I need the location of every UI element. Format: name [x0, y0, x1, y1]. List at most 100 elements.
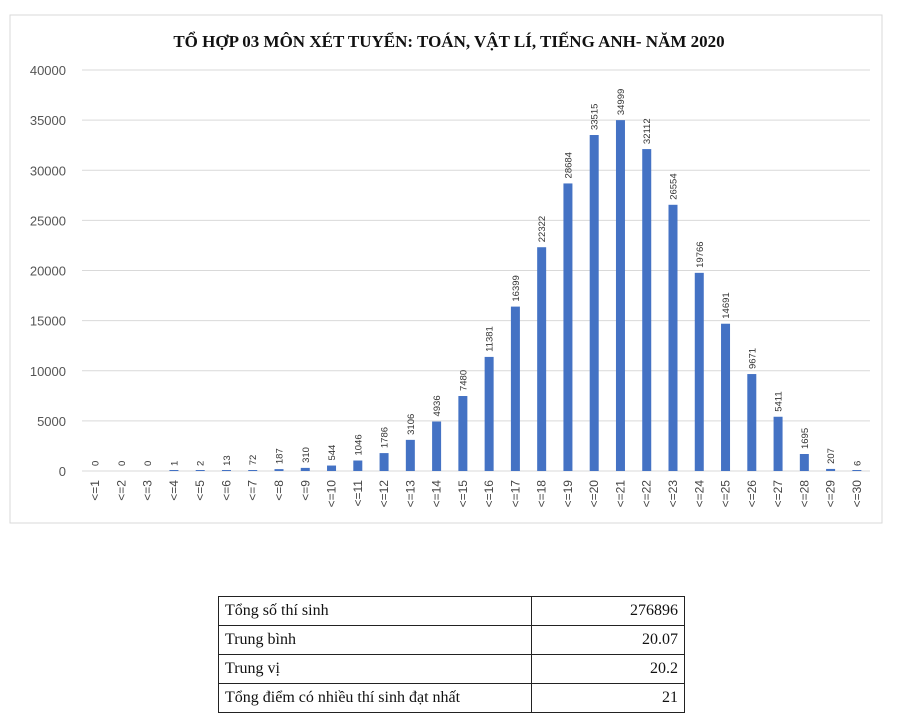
stat-value: 21 [531, 683, 685, 713]
bar [458, 396, 468, 471]
data-label: 28684 [563, 152, 574, 178]
table-row: Trung vị 20.2 [218, 654, 685, 684]
x-tick-label: <=26 [745, 480, 759, 508]
bar [169, 470, 179, 471]
bar [799, 454, 809, 471]
y-tick-label: 0 [59, 464, 66, 479]
data-label: 2 [196, 461, 207, 466]
y-tick-label: 20000 [30, 264, 66, 279]
bar [747, 374, 757, 471]
x-tick-label: <=30 [850, 480, 864, 508]
bar [694, 272, 704, 471]
x-tick-label: <=11 [351, 480, 365, 507]
y-tick-label: 15000 [30, 314, 66, 329]
bar [300, 467, 310, 471]
data-label: 1046 [353, 434, 364, 455]
data-label: 7480 [458, 370, 469, 391]
data-label: 6 [852, 461, 863, 466]
y-tick-label: 40000 [30, 63, 66, 78]
chart-title: TỔ HỢP 03 MÔN XÉT TUYỂN: TOÁN, VẬT LÍ, T… [173, 31, 724, 51]
bar [615, 120, 625, 472]
data-label: 544 [327, 445, 338, 461]
data-label: 1786 [380, 427, 391, 448]
data-label: 72 [248, 455, 259, 466]
gridlines [82, 69, 870, 472]
data-label: 0 [91, 461, 102, 466]
bar [221, 470, 231, 471]
x-tick-label: <=14 [430, 480, 444, 508]
data-label: 22322 [537, 216, 548, 242]
stat-value: 20.07 [531, 625, 685, 655]
y-tick-label: 25000 [30, 213, 66, 228]
stats-table: Tổng số thí sinh 276896 Trung bình 20.07… [218, 596, 685, 713]
chart-frame [9, 14, 883, 524]
x-tick-label: <=17 [508, 480, 522, 508]
data-label: 33515 [590, 104, 601, 130]
data-label: 1695 [800, 428, 811, 449]
bar [248, 470, 258, 471]
bar [195, 470, 205, 471]
data-label: 1 [169, 461, 180, 466]
data-label: 13 [222, 455, 233, 466]
table-row: Trung bình 20.07 [218, 625, 685, 655]
bar-chart: TỔ HỢP 03 MÔN XÉT TUYỂN: TOÁN, VẬT LÍ, T… [9, 14, 883, 524]
data-label: 9671 [747, 348, 758, 369]
data-label: 3106 [406, 414, 417, 435]
x-tick-label: <=18 [535, 480, 549, 508]
x-tick-label: <=5 [193, 480, 207, 501]
data-labels: 0 0 0 1 2 13 72 187 310 544 1046 1786 3106 4936 7480 11… [91, 89, 864, 466]
data-label: 207 [826, 448, 837, 464]
x-tick-label: <=12 [377, 480, 391, 508]
data-label: 310 [301, 447, 312, 463]
x-tick-label: <=22 [640, 480, 654, 508]
table-row: Tổng số thí sinh 276896 [218, 596, 685, 626]
bar [432, 421, 442, 471]
x-tick-label: <=27 [771, 480, 785, 508]
y-tick-label: 35000 [30, 113, 66, 128]
bar [405, 439, 415, 471]
table-row: Tổng điểm có nhiều thí sinh đạt nhất 21 [218, 683, 685, 713]
bar [773, 416, 783, 471]
x-tick-label: <=13 [403, 480, 417, 508]
x-tick-label: <=7 [246, 480, 260, 501]
data-label: 5411 [774, 391, 785, 411]
bar [721, 323, 731, 471]
bar [537, 247, 547, 471]
x-axis-ticks: <=1 <=2 <=3 <=4 <=5 <=6 <=7 <=8 <=9 <=10 <=11 <=12 <… [88, 480, 864, 508]
x-tick-label: <=23 [666, 480, 680, 508]
bar [484, 356, 494, 471]
bar [826, 468, 836, 471]
y-tick-label: 10000 [30, 364, 66, 379]
bar [327, 465, 337, 471]
data-label: 19766 [695, 241, 706, 267]
x-tick-label: <=25 [719, 480, 733, 508]
bar [668, 204, 678, 471]
x-tick-label: <=10 [325, 480, 339, 508]
x-tick-label: <=16 [482, 480, 496, 508]
bar [353, 460, 363, 471]
data-label: 32112 [642, 118, 653, 144]
x-tick-label: <=8 [272, 480, 286, 501]
data-label: 16399 [511, 275, 522, 301]
stat-value: 20.2 [531, 654, 685, 684]
data-label: 11381 [485, 326, 496, 352]
data-label: 0 [117, 461, 128, 466]
bar [852, 470, 862, 471]
data-label: 34999 [616, 89, 627, 115]
data-label: 0 [143, 461, 154, 466]
x-tick-label: <=28 [797, 480, 811, 508]
bars [169, 120, 862, 472]
stat-label: Tổng điểm có nhiều thí sinh đạt nhất [218, 683, 532, 713]
data-label: 14691 [721, 292, 732, 318]
bar [563, 183, 573, 471]
x-tick-label: <=1 [88, 480, 102, 501]
bar [274, 469, 284, 471]
x-tick-label: <=20 [587, 480, 601, 508]
data-label: 26554 [669, 173, 680, 199]
x-tick-label: <=6 [219, 480, 233, 501]
bar [642, 149, 652, 471]
stat-label: Tổng số thí sinh [218, 596, 532, 626]
data-label: 187 [275, 448, 286, 464]
bar [379, 453, 389, 471]
x-tick-label: <=15 [456, 480, 470, 508]
